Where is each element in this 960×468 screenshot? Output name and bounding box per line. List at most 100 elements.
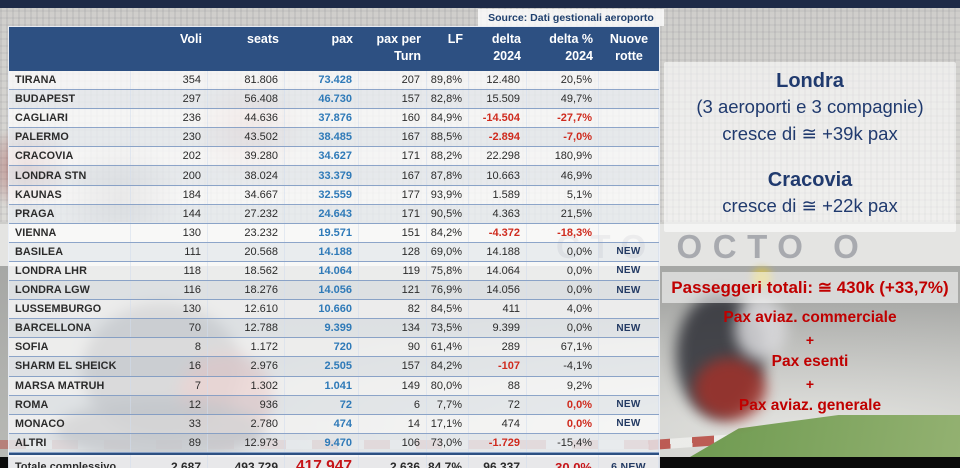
cell: 202 bbox=[131, 147, 208, 166]
cell: 49,7% bbox=[527, 90, 599, 109]
cell: 72 bbox=[469, 395, 527, 414]
total-lf: 84,7% bbox=[427, 454, 469, 468]
total-nuove: 6 NEW bbox=[599, 454, 659, 468]
total-delta-pct: 30,0% bbox=[527, 454, 599, 468]
cell: -1.729 bbox=[469, 433, 527, 452]
cell: 6 bbox=[359, 395, 427, 414]
cell bbox=[599, 147, 659, 166]
cell: KAUNAS bbox=[9, 185, 131, 204]
header-cell: seats bbox=[247, 32, 279, 46]
cell: 354 bbox=[131, 71, 208, 90]
cell: 9,2% bbox=[527, 376, 599, 395]
cell: 22.298 bbox=[469, 147, 527, 166]
cell: 88,5% bbox=[427, 128, 469, 147]
cell: 151 bbox=[359, 223, 427, 242]
cell: MONACO bbox=[9, 414, 131, 433]
header-cell: pax bbox=[331, 32, 353, 46]
cell: 180,9% bbox=[527, 147, 599, 166]
cell: 149 bbox=[359, 376, 427, 395]
cell: -18,3% bbox=[527, 223, 599, 242]
cell: 289 bbox=[469, 338, 527, 357]
cell: NEW bbox=[599, 261, 659, 281]
cell: 21,5% bbox=[527, 204, 599, 223]
table-row: BASILEA 111 20.568 14.188 128 69,0% 14.188 0,0%… bbox=[9, 242, 659, 262]
cell: 12.610 bbox=[208, 300, 285, 319]
table-row: BUDAPEST 297 56.408 46.730 157 82,8% 15.509 49,… bbox=[9, 90, 659, 110]
cell: 7,7% bbox=[427, 395, 469, 414]
cell: 236 bbox=[131, 109, 208, 128]
pax-components-list: Pax aviaz. commerciale + Pax esenti + Pa… bbox=[664, 307, 956, 417]
table-row: LONDRA STN 200 38.024 33.379 167 87,8% 10.663 4… bbox=[9, 166, 659, 186]
cell: 18.562 bbox=[208, 261, 285, 281]
cell bbox=[599, 71, 659, 90]
cracovia-title: Cracovia bbox=[767, 169, 853, 191]
cell: 80,0% bbox=[427, 376, 469, 395]
cell bbox=[599, 223, 659, 242]
cell: 67,1% bbox=[527, 338, 599, 357]
rider-silhouette bbox=[694, 358, 766, 420]
cell: 34.627 bbox=[285, 147, 359, 166]
plus-sign: + bbox=[805, 332, 815, 348]
cell: 17,1% bbox=[427, 414, 469, 433]
cell bbox=[599, 204, 659, 223]
cell: 90,5% bbox=[427, 204, 469, 223]
passengers-total-headline: Passeggeri totali: ≅ 430k (+33,7%) bbox=[662, 272, 958, 303]
cell: 46.730 bbox=[285, 90, 359, 109]
cell: -7,0% bbox=[527, 128, 599, 147]
cell: 84,5% bbox=[427, 300, 469, 319]
cell: 23.232 bbox=[208, 223, 285, 242]
cell: 69,0% bbox=[427, 242, 469, 261]
top-border-bar bbox=[0, 0, 960, 8]
cell: SHARM EL SHEICK bbox=[9, 357, 131, 376]
cell: TIRANA bbox=[9, 71, 131, 90]
cell: 936 bbox=[208, 395, 285, 414]
cell: -27,7% bbox=[527, 109, 599, 128]
table-row: KAUNAS 184 34.667 32.559 177 93,9% 1.589 5,1% bbox=[9, 185, 659, 205]
cell: 84,9% bbox=[427, 109, 469, 128]
cell: 44.636 bbox=[208, 109, 285, 128]
cell: 90 bbox=[359, 338, 427, 357]
cell: 2.505 bbox=[285, 357, 359, 376]
cell: 160 bbox=[359, 109, 427, 128]
cell: BUDAPEST bbox=[9, 90, 131, 109]
cell: -107 bbox=[469, 357, 527, 376]
cell: 119 bbox=[359, 261, 427, 281]
cell: 76,9% bbox=[427, 281, 469, 300]
cell: 61,4% bbox=[427, 338, 469, 357]
cell: ALTRI bbox=[9, 433, 131, 452]
cell: 0,0% bbox=[527, 281, 599, 300]
cell bbox=[599, 300, 659, 319]
cell: 121 bbox=[359, 281, 427, 300]
cell: 130 bbox=[131, 300, 208, 319]
cell: 89,8% bbox=[427, 71, 469, 90]
cell: 10.663 bbox=[469, 166, 527, 185]
cell: 0,0% bbox=[527, 319, 599, 338]
header-cell: LF bbox=[447, 32, 463, 46]
cell: 9.470 bbox=[285, 433, 359, 452]
cell: 106 bbox=[359, 433, 427, 452]
cell: CRACOVIA bbox=[9, 147, 131, 166]
cell: 144 bbox=[131, 204, 208, 223]
cell: 128 bbox=[359, 242, 427, 261]
cell: 73,5% bbox=[427, 319, 469, 338]
cell: 56.408 bbox=[208, 90, 285, 109]
cell: 81.806 bbox=[208, 71, 285, 90]
cell: 411 bbox=[469, 300, 527, 319]
cell: -15,4% bbox=[527, 433, 599, 452]
cell: 33.379 bbox=[285, 166, 359, 185]
cell: 88,2% bbox=[427, 147, 469, 166]
table-row: LONDRA LGW 116 18.276 14.056 121 76,9% 14.056 0… bbox=[9, 281, 659, 301]
pax-item-generale: Pax aviaz. generale bbox=[738, 397, 882, 414]
cell: 7 bbox=[131, 376, 208, 395]
table-row: LUSSEMBURGO 130 12.610 10.660 82 84,5% 411 4,0% bbox=[9, 300, 659, 320]
cell bbox=[599, 357, 659, 376]
cell: LUSSEMBURGO bbox=[9, 300, 131, 319]
cell: 0,0% bbox=[527, 414, 599, 433]
cell: 87,8% bbox=[427, 166, 469, 185]
cell: LONDRA LGW bbox=[9, 281, 131, 300]
cell: 43.502 bbox=[208, 128, 285, 147]
cell: 82,8% bbox=[427, 90, 469, 109]
cell: -14.504 bbox=[469, 109, 527, 128]
cell bbox=[599, 338, 659, 357]
